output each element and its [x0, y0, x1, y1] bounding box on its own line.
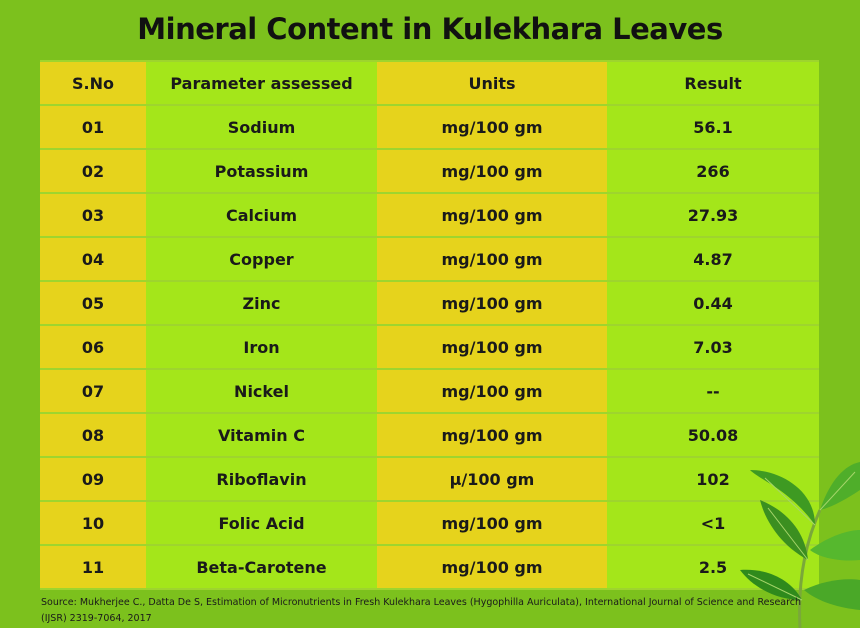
table-cell: mg/100 gm — [377, 150, 607, 192]
header-cell: Units — [377, 62, 607, 104]
table-row: 11 Beta-Carotene mg/100 gm 2.5 — [40, 546, 819, 588]
table-cell: Sodium — [146, 106, 377, 148]
mineral-table: S.No Parameter assessed Units Result 01 Sodi… — [40, 60, 819, 590]
table-cell: Calcium — [146, 194, 377, 236]
table-cell: 7.03 — [607, 326, 819, 368]
table-row: 07 Nickel mg/100 gm -- — [40, 370, 819, 412]
table-row: 06 Iron mg/100 gm 7.03 — [40, 326, 819, 368]
table-cell: mg/100 gm — [377, 370, 607, 412]
table-cell: Copper — [146, 238, 377, 280]
table-cell: Vitamin C — [146, 414, 377, 456]
table-cell: 27.93 — [607, 194, 819, 236]
table-row: 03 Calcium mg/100 gm 27.93 — [40, 194, 819, 236]
table-cell: Beta-Carotene — [146, 546, 377, 588]
header-cell: Result — [607, 62, 819, 104]
table-cell: mg/100 gm — [377, 326, 607, 368]
table-cell: mg/100 gm — [377, 238, 607, 280]
table-cell: mg/100 gm — [377, 546, 607, 588]
table-cell: Riboflavin — [146, 458, 377, 500]
table-cell: 11 — [40, 546, 146, 588]
table-row: 04 Copper mg/100 gm 4.87 — [40, 238, 819, 280]
table-cell: 09 — [40, 458, 146, 500]
source-line: (IJSR) 2319-7064, 2017 — [41, 613, 152, 624]
header-cell: Parameter assessed — [146, 62, 377, 104]
table-row: 01 Sodium mg/100 gm 56.1 — [40, 106, 819, 148]
table-cell: mg/100 gm — [377, 502, 607, 544]
source-line: Source: Mukherjee C., Datta De S, Estima… — [41, 597, 802, 608]
table-cell: 10 — [40, 502, 146, 544]
table-cell: 50.08 — [607, 414, 819, 456]
table-row: 02 Potassium mg/100 gm 266 — [40, 150, 819, 192]
table-cell: -- — [607, 370, 819, 412]
title: Mineral Content in Kulekhara Leaves — [137, 12, 723, 46]
table-cell: 05 — [40, 282, 146, 324]
table-cell: 07 — [40, 370, 146, 412]
table-cell: Zinc — [146, 282, 377, 324]
table-cell: 08 — [40, 414, 146, 456]
table-cell: Folic Acid — [146, 502, 377, 544]
table-cell: 56.1 — [607, 106, 819, 148]
table-body: 01 Sodium mg/100 gm 56.1 02 Potassium mg/100 g… — [40, 106, 819, 588]
leaf-decoration — [740, 462, 860, 628]
table-row: 05 Zinc mg/100 gm 0.44 — [40, 282, 819, 324]
table-cell: 04 — [40, 238, 146, 280]
table-cell: mg/100 gm — [377, 282, 607, 324]
table-cell: Potassium — [146, 150, 377, 192]
header-row: S.No Parameter assessed Units Result — [40, 62, 819, 104]
table-cell: 06 — [40, 326, 146, 368]
table-cell: 4.87 — [607, 238, 819, 280]
table-cell: Nickel — [146, 370, 377, 412]
table-cell: mg/100 gm — [377, 194, 607, 236]
table-cell: 01 — [40, 106, 146, 148]
table-cell: μ/100 gm — [377, 458, 607, 500]
table-cell: mg/100 gm — [377, 106, 607, 148]
table-cell: 0.44 — [607, 282, 819, 324]
table-cell: 02 — [40, 150, 146, 192]
header-cell: S.No — [40, 62, 146, 104]
table-cell: mg/100 gm — [377, 414, 607, 456]
table-cell: 266 — [607, 150, 819, 192]
table-cell: 03 — [40, 194, 146, 236]
table-row: 09 Riboflavin μ/100 gm 102 — [40, 458, 819, 500]
table-cell: Iron — [146, 326, 377, 368]
table-row: 10 Folic Acid mg/100 gm <1 — [40, 502, 819, 544]
